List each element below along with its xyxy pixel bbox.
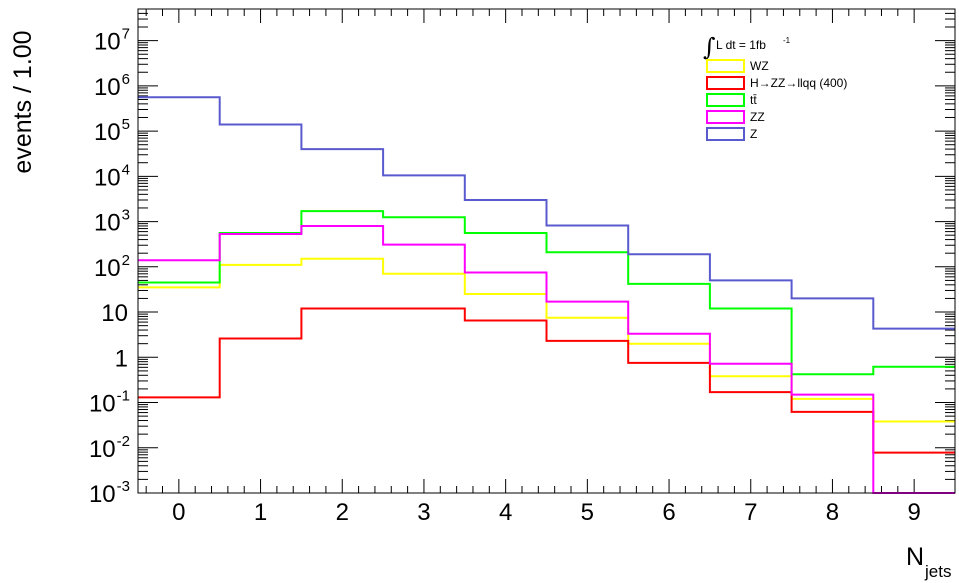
axis-ticks (138, 8, 955, 494)
y-tick-label: -210 (89, 433, 130, 463)
y-tick-label-exponent: 2 (122, 252, 130, 269)
y-axis-label: events / 1.00 (9, 30, 37, 173)
y-tick-label: 10 (101, 300, 128, 327)
x-axis-label-sub: jets (924, 562, 951, 581)
y-tick-label-base: 10 (94, 210, 121, 237)
legend-swatch (706, 110, 745, 124)
y-tick-label-base: 10 (94, 74, 121, 101)
y-tick-label-base: 10 (94, 29, 121, 56)
legend-label: H→ZZ→llqq (400) (750, 76, 847, 90)
x-axis-label: N jets (906, 543, 951, 581)
x-tick-label: 8 (826, 499, 839, 526)
y-tick-label-base: 10 (101, 300, 128, 327)
y-tick-label: 310 (94, 207, 130, 237)
y-tick-label: -310 (89, 478, 130, 508)
x-tick-label: 6 (662, 499, 675, 526)
x-tick-label: 0 (172, 499, 185, 526)
y-tick-label-base: 10 (94, 119, 121, 146)
y-tick-label-base: 10 (89, 436, 116, 463)
legend-label: tt̄ (750, 93, 757, 107)
x-tick-labels: 0 1 2 3 4 5 6 7 8 9 (172, 499, 921, 526)
legend-label: WZ (750, 59, 769, 73)
x-axis-label-main: N (906, 543, 924, 571)
x-tick-label: 4 (499, 499, 512, 526)
x-tick-label: 3 (417, 499, 430, 526)
legend-swatch (706, 127, 745, 141)
legend-swatch (706, 76, 745, 90)
y-tick-label: 210 (94, 252, 130, 282)
y-tick-label: 410 (94, 161, 130, 191)
y-tick-label-exponent: 4 (122, 161, 130, 178)
legend-title: L dt = 1fb (716, 38, 766, 52)
series-line (138, 96, 955, 330)
y-tick-label-exponent: 5 (122, 116, 130, 133)
y-tick-label-base: 10 (89, 481, 116, 508)
y-tick-label-base: 10 (94, 164, 121, 191)
y-tick-label: 610 (94, 71, 130, 101)
y-tick-label: 1 (115, 345, 128, 372)
legend-label: ZZ (750, 110, 765, 124)
x-tick-label: 2 (336, 499, 349, 526)
y-tick-label-exponent: 7 (122, 26, 130, 43)
y-tick-label-base: 1 (115, 345, 128, 372)
y-tick-label: 710 (94, 26, 130, 56)
x-tick-label: 9 (907, 499, 920, 526)
x-tick-label: 1 (254, 499, 267, 526)
y-tick-label-base: 10 (94, 255, 121, 282)
y-tick-label-exponent: -1 (117, 388, 130, 405)
plot-frame (137, 8, 956, 494)
y-tick-label-exponent: 6 (122, 71, 130, 88)
integral-symbol: ∫ (703, 33, 716, 61)
series-layer (138, 96, 955, 494)
x-tick-label: 7 (744, 499, 757, 526)
y-tick-label-exponent: -2 (117, 433, 130, 450)
series-line (138, 225, 955, 494)
legend-entries: WZH→ZZ→llqq (400)tt̄ZZZ (706, 59, 847, 141)
x-tick-label: 5 (581, 499, 594, 526)
series-line (138, 307, 955, 454)
y-tick-label-base: 10 (89, 391, 116, 418)
y-tick-label-exponent: 3 (122, 207, 130, 224)
y-tick-label: -110 (89, 388, 130, 418)
legend-label: Z (750, 127, 757, 141)
y-tick-label-exponent: -3 (117, 478, 130, 495)
y-tick-label: 510 (94, 116, 130, 146)
legend: ∫ L dt = 1fb -1 WZH→ZZ→llqq (400)tt̄ZZZ (703, 33, 847, 141)
legend-title-sup: -1 (783, 36, 791, 45)
legend-swatch (706, 93, 745, 107)
legend-swatch (706, 59, 745, 73)
